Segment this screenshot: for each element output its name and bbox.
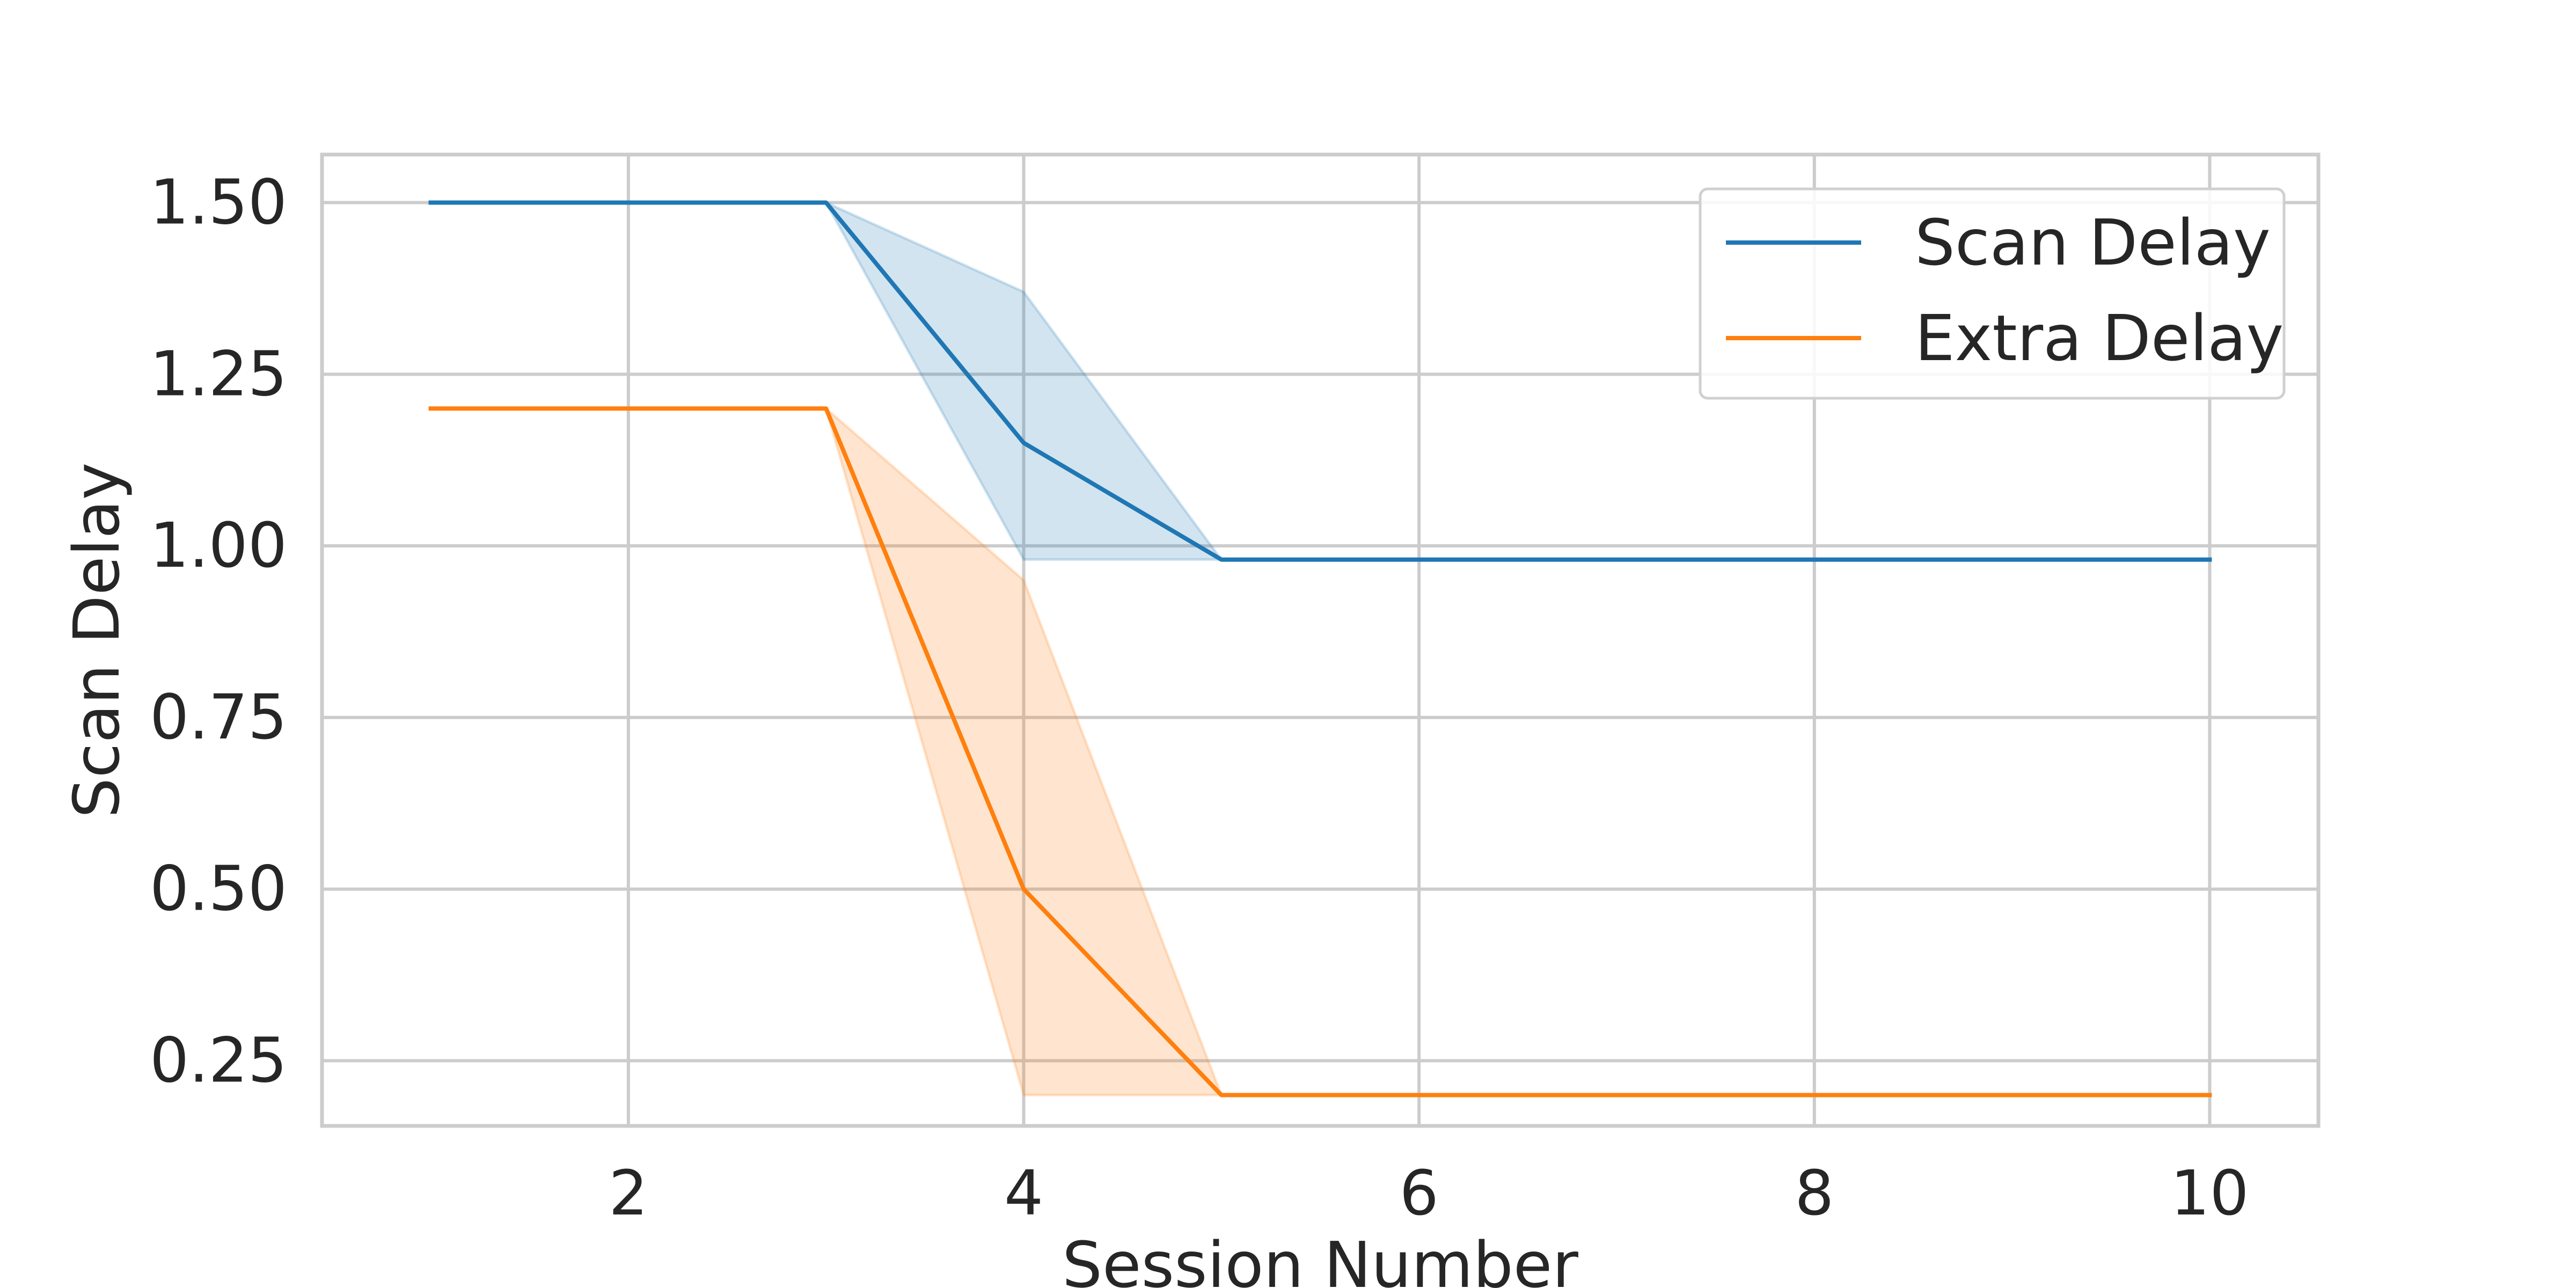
legend-label-scan-delay: Scan Delay — [1915, 206, 2271, 280]
y-tick-label-0-75: 0.75 — [150, 682, 287, 753]
x-tick-label-2: 2 — [609, 1158, 648, 1230]
plot-frame — [320, 152, 2321, 1128]
series-lines — [428, 200, 2212, 1097]
tick-labels: 2 4 6 8 10 0.25 0.50 0.75 1.00 1.25 1.50 — [150, 167, 2249, 1230]
y-tick-label-0-25: 0.25 — [150, 1024, 287, 1096]
y-axis-title: Scan Delay — [60, 463, 134, 818]
legend-label-extra-delay: Extra Delay — [1915, 301, 2284, 375]
confidence-bands — [430, 201, 2210, 1096]
x-axis-title: Session Number — [1062, 1228, 1578, 1288]
x-tick-label-10: 10 — [2170, 1158, 2249, 1230]
y-tick-label-1-00: 1.00 — [150, 510, 287, 582]
ci-band-extra-delay — [430, 407, 2210, 1096]
series-line-scan-delay — [428, 200, 2212, 562]
y-tick-label-0-50: 0.50 — [150, 853, 287, 925]
x-tick-label-4: 4 — [1004, 1158, 1043, 1230]
y-tick-label-1-50: 1.50 — [150, 167, 287, 239]
x-tick-label-6: 6 — [1400, 1158, 1439, 1230]
ci-band-scan-delay — [430, 201, 2210, 561]
series-line-extra-delay — [428, 406, 2212, 1097]
x-tick-label-8: 8 — [1795, 1158, 1834, 1230]
legend: Scan Delay Extra Delay — [1699, 187, 2286, 400]
y-tick-label-1-25: 1.25 — [150, 338, 287, 410]
